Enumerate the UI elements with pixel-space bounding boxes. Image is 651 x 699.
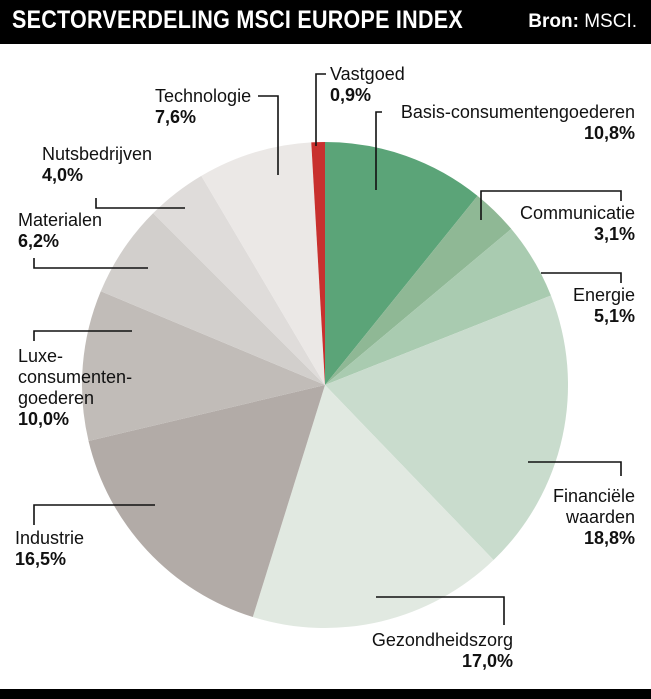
slice-label-materialen: Materialen 6,2%	[18, 210, 102, 252]
footer-bar	[0, 689, 651, 699]
slice-label-industrie: Industrie 16,5%	[15, 528, 84, 570]
pie-slice-6	[82, 291, 325, 441]
slice-name: goederen	[18, 388, 95, 408]
slice-value: 16,5%	[15, 549, 67, 569]
slice-label-basis: Basis-consumentengoederen 10,8%	[401, 102, 635, 144]
slice-name: Communicatie	[519, 203, 635, 223]
leader-line-energie	[541, 272, 622, 283]
pie-slice-3	[325, 295, 569, 561]
pie-slice-2	[325, 228, 551, 385]
pie-slice-7	[100, 213, 325, 385]
slice-label-technologie: Technologie 7,6%	[155, 86, 251, 128]
leader-line-technologie	[258, 95, 279, 175]
leader-line-vastgoed	[315, 73, 326, 146]
slice-label-financiele: Financiële waarden 18,8%	[553, 486, 635, 549]
pie-slice-4	[252, 385, 494, 628]
chart-title: SECTORVERDELING MSCI EUROPE INDEX	[12, 6, 463, 34]
pie-slice-8	[153, 175, 325, 385]
slice-label-communicatie: Communicatie 3,1%	[520, 203, 635, 245]
leader-line-nuts	[95, 198, 185, 209]
slice-name: waarden	[565, 507, 635, 527]
source-value: MSCI.	[584, 11, 637, 32]
slice-value: 10,0%	[18, 409, 70, 429]
leader-line-materialen	[33, 258, 148, 269]
slice-name: Financiële	[552, 486, 635, 506]
slice-label-gezondheid: Gezondheidszorg 17,0%	[372, 630, 513, 672]
slice-value: 6,2%	[18, 231, 60, 251]
slice-value: 18,8%	[583, 528, 635, 548]
pie-slice-5	[88, 385, 325, 618]
leader-line-industrie	[33, 504, 155, 525]
slice-name: Luxe-	[18, 346, 64, 366]
slice-name: Energie	[572, 285, 635, 305]
slice-value: 17,0%	[461, 651, 513, 671]
slice-label-energie: Energie 5,1%	[573, 285, 635, 327]
slice-name: Basis-consumentengoederen	[400, 102, 635, 122]
leader-line-basis	[375, 111, 382, 190]
pie-slice-10	[311, 142, 325, 385]
pie-slices	[82, 142, 569, 628]
leader-line-communicatie	[480, 190, 622, 220]
slice-value: 0,9%	[330, 85, 372, 105]
leader-line-financiele	[528, 461, 622, 476]
slice-name: Industrie	[15, 528, 85, 548]
slice-value: 10,8%	[583, 123, 635, 143]
slice-value: 3,1%	[593, 224, 635, 244]
slice-label-luxe: Luxe- consumenten- goederen 10,0%	[18, 346, 132, 430]
slice-name: Nutsbedrijven	[42, 144, 153, 164]
header-bar: SECTORVERDELING MSCI EUROPE INDEX Bron: …	[0, 0, 651, 44]
slice-name: Vastgoed	[330, 64, 405, 84]
source-credit: Bron: MSCI.	[528, 11, 637, 33]
slice-value: 7,6%	[155, 107, 197, 127]
leader-line-gezondheid	[376, 596, 505, 625]
slice-value: 5,1%	[593, 306, 635, 326]
pie-slice-0	[325, 142, 478, 385]
leader-line-luxe	[33, 330, 132, 341]
pie-slice-9	[201, 142, 325, 385]
slice-value: 4,0%	[42, 165, 84, 185]
leader-lines	[33, 73, 622, 625]
source-label: Bron:	[528, 11, 579, 32]
pie-slice-1	[325, 195, 512, 385]
slice-label-vastgoed: Vastgoed 0,9%	[330, 64, 405, 106]
slice-name: consumenten-	[18, 367, 133, 387]
slice-name: Gezondheidszorg	[371, 630, 513, 650]
slice-label-nuts: Nutsbedrijven 4,0%	[42, 144, 152, 186]
slice-name: Technologie	[155, 86, 252, 106]
slice-name: Materialen	[18, 210, 103, 230]
